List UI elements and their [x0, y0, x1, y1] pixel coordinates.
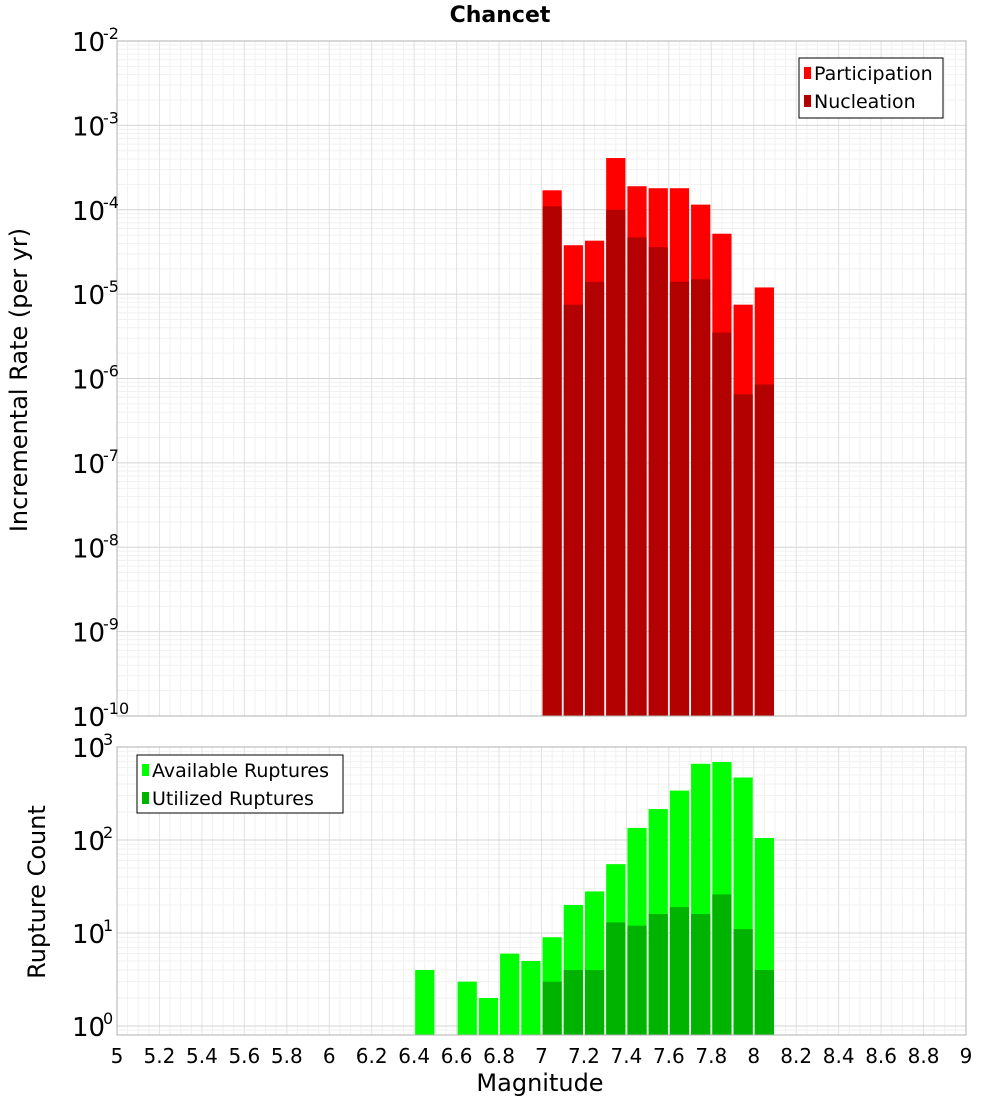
bar-secondary: [754, 969, 774, 1035]
x-tick-label: 8.6: [865, 1044, 897, 1068]
x-tick-label: 6: [323, 1044, 336, 1068]
y-tick-label: 10: [72, 450, 105, 480]
x-tick-label: 6.4: [398, 1044, 430, 1068]
y-tick-label: 10: [72, 534, 105, 564]
bar-secondary: [712, 894, 732, 1035]
y-tick-exponent: 3: [103, 730, 113, 749]
x-tick-label: 5.8: [271, 1044, 303, 1068]
x-tick-label: 6.6: [441, 1044, 473, 1068]
bar-secondary: [754, 384, 774, 716]
y-tick-exponent: -7: [103, 446, 119, 465]
x-tick-label: 5.6: [228, 1044, 260, 1068]
bottom-y-axis-label: Rupture Count: [23, 805, 51, 979]
y-tick-exponent: -4: [103, 193, 119, 212]
bar-secondary: [563, 969, 583, 1035]
x-tick-label: 8.4: [823, 1044, 855, 1068]
legend-swatch: [804, 95, 811, 107]
x-tick-label: 5: [111, 1044, 124, 1068]
bar-secondary: [691, 914, 711, 1035]
bar-secondary: [648, 247, 668, 716]
y-tick-exponent: 1: [103, 916, 113, 935]
bar-secondary: [691, 279, 711, 716]
y-tick-label: 10: [72, 703, 105, 733]
y-tick-exponent: -6: [103, 362, 119, 381]
y-tick-label: 10: [72, 366, 105, 396]
y-tick-exponent: -9: [103, 615, 119, 634]
x-axis-label: Magnitude: [476, 1069, 603, 1097]
y-tick-exponent: -8: [103, 530, 119, 549]
plot-frame: [116, 40, 967, 717]
y-tick-exponent: 2: [103, 823, 113, 842]
y-tick-exponent: 0: [103, 1009, 113, 1028]
y-tick-exponent: -10: [103, 699, 129, 718]
y-tick-label: 10: [72, 281, 105, 311]
x-tick-label: 5.4: [186, 1044, 218, 1068]
y-tick-label: 10: [72, 619, 105, 649]
y-tick-exponent: -5: [103, 277, 119, 296]
x-tick-label: 7.8: [695, 1044, 727, 1068]
bar-secondary: [584, 281, 605, 716]
bar-primary: [500, 953, 520, 1035]
legend: Available Ruptures Utilized Ruptures: [136, 754, 344, 814]
bar-primary: [415, 969, 435, 1035]
bar-secondary: [606, 209, 626, 716]
x-tick-label: 7: [535, 1044, 548, 1068]
x-tick-label: 7.2: [568, 1044, 600, 1068]
y-tick-exponent: -2: [103, 24, 119, 43]
bar-secondary: [584, 969, 605, 1035]
legend-swatch: [142, 764, 149, 776]
panel-0: 10-1010-910-810-710-610-510-410-310-2Par…: [72, 24, 967, 733]
bar-secondary: [627, 237, 647, 716]
bar-primary: [478, 997, 499, 1035]
x-tick-label: 7.6: [653, 1044, 685, 1068]
top-y-axis-label: Incremental Rate (per yr): [5, 228, 33, 532]
x-tick-label: 8: [747, 1044, 760, 1068]
legend-label: Nucleation: [814, 91, 916, 113]
bar-primary: [521, 960, 541, 1035]
legend-swatch: [804, 67, 811, 79]
x-tick-label: 8.8: [908, 1044, 940, 1068]
legend-label: Participation: [814, 63, 933, 85]
x-tick-label: 6.8: [483, 1044, 515, 1068]
x-tick-label: 7.4: [610, 1044, 642, 1068]
x-tick-label: 6.2: [356, 1044, 388, 1068]
y-tick-exponent: -3: [103, 108, 119, 127]
bar-secondary: [563, 304, 583, 716]
bar-secondary: [733, 929, 753, 1035]
y-tick-label: 10: [72, 197, 105, 227]
bar-secondary: [542, 981, 562, 1035]
x-tick-label: 8.2: [780, 1044, 812, 1068]
bar-secondary: [733, 394, 753, 716]
y-tick-label: 10: [72, 920, 105, 950]
bar-secondary: [542, 206, 562, 716]
bar-secondary: [669, 281, 690, 716]
legend-label: Available Ruptures: [152, 760, 329, 782]
legend-swatch: [142, 792, 149, 804]
chart-title: Chancet: [450, 3, 551, 28]
bar-secondary: [627, 925, 647, 1035]
y-tick-label: 10: [72, 112, 105, 142]
bar-secondary: [606, 922, 626, 1035]
y-tick-label: 10: [72, 734, 105, 764]
y-tick-label: 10: [72, 827, 105, 857]
bar-secondary: [669, 907, 690, 1035]
legend-label: Utilized Ruptures: [152, 788, 314, 810]
plot-frame: [116, 746, 967, 1036]
legend-box: [798, 57, 944, 119]
bar-primary: [457, 981, 477, 1035]
y-tick-label: 10: [72, 28, 105, 58]
bar-secondary: [712, 332, 732, 716]
x-tick-label: 9: [960, 1044, 973, 1068]
bar-secondary: [648, 914, 668, 1035]
y-tick-label: 10: [72, 1013, 105, 1043]
x-tick-label: 5.2: [144, 1044, 176, 1068]
legend: Participation Nucleation: [798, 57, 944, 119]
legend-box: [136, 754, 344, 814]
